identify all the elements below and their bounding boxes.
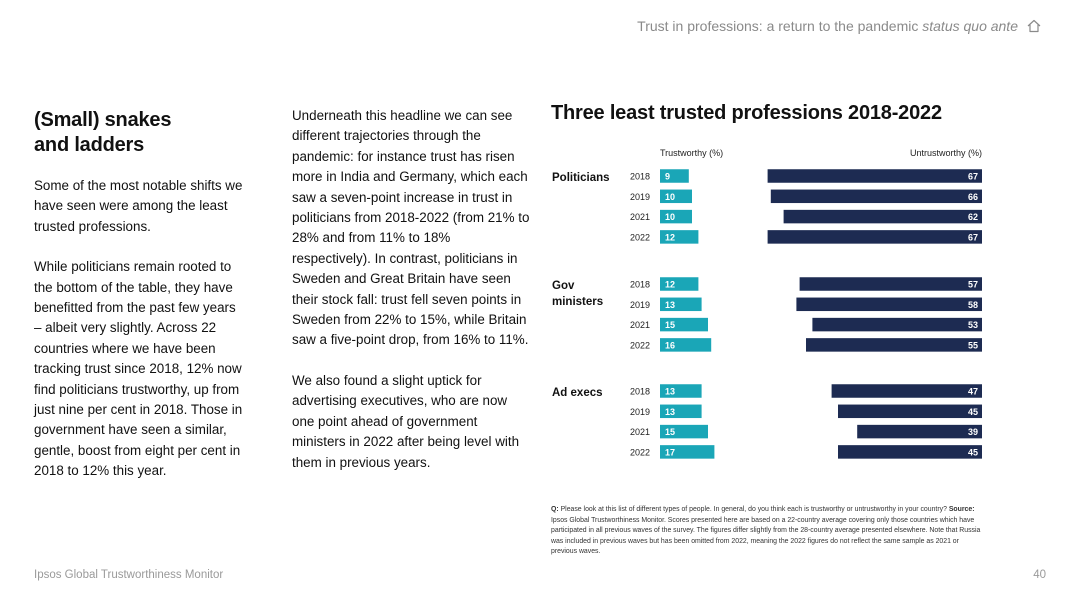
trustworthy-value-label: 12 <box>665 232 675 242</box>
trustworthy-value-label: 16 <box>665 340 675 350</box>
group-label: Politicians <box>552 172 610 184</box>
middle-paragraph-1: Underneath this headline we can see diff… <box>292 108 530 348</box>
year-label: 2019 <box>630 407 650 417</box>
footnote-source-text: Ipsos Global Trustworthiness Monitor. Sc… <box>551 516 981 556</box>
trustworthy-value-label: 12 <box>665 280 675 290</box>
untrustworthy-bar <box>796 297 982 312</box>
section-heading-line1: (Small) snakes <box>34 109 172 131</box>
trustworthy-value-label: 13 <box>665 407 675 417</box>
untrustworthy-bar <box>838 404 982 419</box>
year-label: 2021 <box>630 427 650 437</box>
home-icon[interactable] <box>1026 18 1042 34</box>
year-label: 2022 <box>630 447 650 457</box>
trustworthy-bar <box>660 317 708 332</box>
untrustworthy-bar <box>831 384 982 398</box>
left-paragraph-1: Some of the most notable shifts we have … <box>34 178 243 234</box>
chart-title: Three least trusted professions 2018-202… <box>551 102 942 124</box>
year-label: 2018 <box>630 387 650 397</box>
untrustworthy-value-label: 47 <box>968 387 978 397</box>
untrustworthy-bar <box>770 189 982 204</box>
group-label: Ad execs <box>552 387 603 399</box>
untrustworthy-value-label: 39 <box>968 427 978 437</box>
untrustworthy-bar <box>838 445 982 459</box>
trustworthy-bar <box>660 297 702 312</box>
year-label: 2019 <box>630 300 650 310</box>
year-label: 2022 <box>630 232 650 242</box>
trustworthy-bar <box>660 404 702 419</box>
left-paragraph-2: While politicians remain rooted to the b… <box>34 259 243 479</box>
page-header: Trust in professions: a return to the pa… <box>637 18 1042 34</box>
trustworthy-value-label: 10 <box>665 212 675 222</box>
untrustworthy-value-label: 45 <box>968 447 978 457</box>
year-label: 2018 <box>630 280 650 290</box>
trustworthy-bar <box>660 189 692 204</box>
year-label: 2022 <box>630 340 650 350</box>
trustworthy-value-label: 10 <box>665 192 675 202</box>
trustworthy-bar <box>660 338 712 352</box>
middle-paragraph-2: We also found a slight uptick for advert… <box>292 372 520 470</box>
trustworthy-value-label: 13 <box>665 300 675 310</box>
untrustworthy-value-label: 57 <box>968 280 978 290</box>
middle-column: Underneath this headline we can see diff… <box>292 106 532 493</box>
page-number: 40 <box>1033 569 1046 581</box>
header-title: Trust in professions: a return to the pa… <box>637 18 1018 34</box>
year-label: 2018 <box>630 172 650 182</box>
section-heading: (Small) snakes and ladders <box>34 108 246 158</box>
header-title-italic: status quo ante <box>922 18 1018 34</box>
untrustworthy-bar <box>767 169 982 183</box>
trustworthy-column-label: Trustworthy (%) <box>660 148 723 158</box>
footer-brand: Ipsos Global Trustworthiness Monitor <box>34 569 224 581</box>
untrustworthy-column-label: Untrustworthy (%) <box>910 148 982 158</box>
untrustworthy-value-label: 67 <box>968 232 978 242</box>
untrustworthy-value-label: 45 <box>968 407 978 417</box>
trustworthy-value-label: 15 <box>665 320 675 330</box>
untrustworthy-value-label: 55 <box>968 340 978 350</box>
trustworthy-bar <box>660 230 699 244</box>
year-label: 2019 <box>630 192 650 202</box>
footnote-q-text: Please look at this list of different ty… <box>558 506 949 513</box>
untrustworthy-value-label: 53 <box>968 320 978 330</box>
untrustworthy-value-label: 62 <box>968 212 978 222</box>
untrustworthy-bar <box>857 424 982 439</box>
trustworthy-value-label: 17 <box>665 447 675 457</box>
left-column: (Small) snakes and ladders Some of the m… <box>34 108 246 502</box>
trustworthy-bar <box>660 384 702 398</box>
untrustworthy-bar <box>799 277 982 291</box>
untrustworthy-value-label: 66 <box>968 192 978 202</box>
untrustworthy-bar <box>783 209 982 224</box>
year-label: 2021 <box>630 320 650 330</box>
trustworthy-value-label: 15 <box>665 427 675 437</box>
group-label: ministers <box>552 296 603 308</box>
untrustworthy-bar <box>806 338 982 352</box>
section-heading-line2: and ladders <box>34 134 145 156</box>
trustworthy-bar <box>660 209 692 224</box>
trustworthy-bar <box>660 277 699 291</box>
chart-area: Three least trusted professions 2018-202… <box>551 102 991 125</box>
footnote-q-label: Q: <box>551 506 559 513</box>
footnote-source-label: Source: <box>948 506 975 513</box>
trustworthy-bar <box>660 424 708 439</box>
trustworthy-bar <box>660 169 689 183</box>
untrustworthy-value-label: 67 <box>968 172 978 182</box>
footnote: Q: Please look at this list of different… <box>551 505 983 558</box>
trustworthy-value-label: 13 <box>665 387 675 397</box>
group-label: Gov <box>552 280 575 292</box>
trustworthy-bar <box>660 445 715 459</box>
untrustworthy-bar <box>767 230 982 244</box>
year-label: 2021 <box>630 212 650 222</box>
untrustworthy-bar <box>812 317 982 332</box>
untrustworthy-value-label: 58 <box>968 300 978 310</box>
trustworthy-value-label: 9 <box>665 172 670 182</box>
